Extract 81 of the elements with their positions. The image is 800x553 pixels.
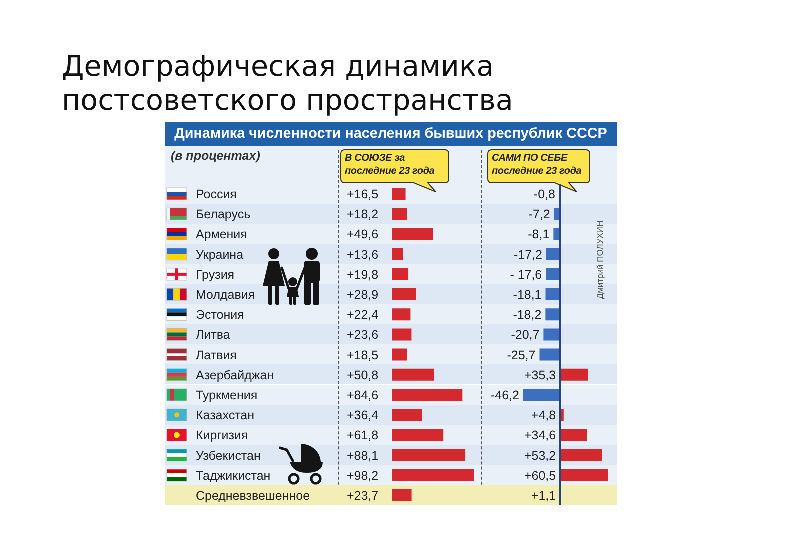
bar	[392, 428, 444, 441]
x-axis-title: В СОЮЗЕ за последние 23 года	[345, 152, 436, 178]
data-label: -7,2	[528, 207, 550, 222]
data-label: -25,7	[507, 348, 536, 362]
bar	[544, 328, 560, 340]
bar	[392, 468, 474, 481]
bar	[546, 288, 560, 300]
data-label: +18,2	[347, 207, 379, 222]
y-tick-label: Молдавия	[196, 288, 256, 302]
bar	[392, 408, 422, 421]
data-label: - 17,6	[510, 267, 542, 282]
bar	[560, 428, 588, 441]
data-label: -0,8	[534, 187, 556, 201]
data-label: +50,8	[347, 368, 379, 382]
bar	[540, 348, 560, 360]
bar	[392, 208, 408, 220]
data-label: +84,6	[347, 388, 379, 402]
y-tick-label: Таджикистан	[196, 468, 271, 482]
data-label: +18,5	[347, 348, 379, 362]
bar	[560, 368, 588, 380]
y-tick-label: Латвия	[196, 348, 237, 362]
chart-subtitle: Динамика численности населения бывших республик СССР	[165, 122, 617, 146]
bar	[524, 388, 560, 400]
y-tick-label: Россия	[196, 187, 237, 202]
bar	[392, 288, 416, 300]
bar	[546, 268, 560, 280]
y-tick-label: Азербайджан	[196, 368, 274, 382]
y-tick-label: Узбекистан	[196, 448, 261, 462]
y-tick-label: Армения	[196, 227, 248, 242]
data-label: +23,7	[347, 488, 379, 502]
bar	[392, 328, 412, 340]
data-label: +61,8	[347, 428, 379, 442]
bar	[392, 248, 404, 260]
chart-title: Демографическая динамика постсоветского пространства	[62, 50, 514, 118]
bar	[392, 308, 411, 320]
data-label: +23,6	[347, 328, 379, 342]
bar	[546, 308, 560, 320]
data-label: +98,2	[347, 468, 379, 482]
y-tick-label: Киргизия	[196, 428, 248, 442]
data-label: +34,6	[524, 428, 556, 442]
y-tick-label: Грузия	[196, 267, 235, 282]
bar	[392, 228, 434, 240]
data-label: +35,3	[524, 368, 556, 382]
bar	[392, 388, 463, 400]
data-label: +19,8	[347, 267, 379, 282]
data-label: +22,4	[347, 308, 379, 322]
bar	[560, 448, 602, 461]
data-label: +28,9	[347, 288, 379, 302]
data-label: +60,5	[524, 468, 556, 482]
bar	[392, 368, 434, 380]
bar	[392, 488, 412, 501]
annotation: Дмитрий ПОЛУХИН	[595, 220, 605, 302]
data-label: +36,4	[347, 408, 379, 422]
data-label: +13,6	[347, 247, 379, 262]
y-tick-label: Литва	[196, 328, 230, 342]
data-label: -46,2	[491, 388, 520, 402]
bar	[392, 268, 409, 280]
bar	[392, 188, 406, 200]
data-label: -18,1	[513, 288, 542, 302]
bar	[546, 248, 560, 260]
data-label: -17,2	[514, 247, 543, 262]
data-label: +49,6	[347, 227, 379, 242]
y-tick-label: Беларусь	[196, 207, 251, 222]
y-tick-label: Украина	[196, 247, 244, 262]
data-label: -8,1	[528, 227, 550, 242]
x-axis-title: САМИ ПО СЕБЕ последние 23 года	[492, 152, 583, 178]
data-label: +4,8	[531, 408, 556, 422]
data-label: -20,7	[511, 328, 540, 342]
y-tick-label: Казахстан	[196, 408, 255, 422]
data-label: +88,1	[347, 448, 379, 462]
y-tick-label: Туркмения	[196, 388, 258, 402]
y-tick-label: Средневзвешенное	[196, 488, 310, 503]
data-label: +1,1	[531, 488, 556, 502]
y-tick-label: Эстония	[196, 308, 244, 322]
bar	[392, 348, 408, 360]
data-label: +53,2	[524, 448, 556, 462]
bar	[392, 448, 466, 461]
data-label: -18,2	[513, 308, 542, 322]
bar	[560, 468, 608, 481]
data-label: +16,5	[347, 187, 379, 201]
text: (в процентах)	[171, 149, 260, 163]
